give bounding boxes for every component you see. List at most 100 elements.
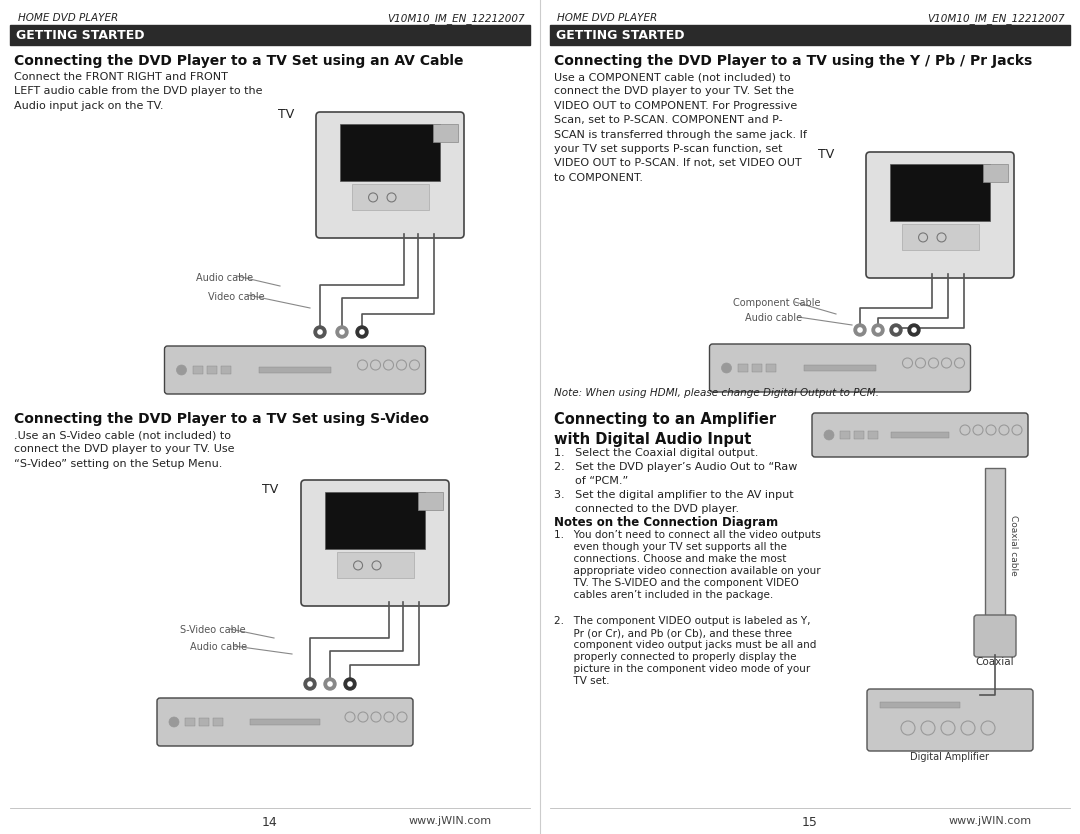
Text: Audio cable: Audio cable [195,273,253,283]
Text: connected to the DVD player.: connected to the DVD player. [554,504,739,514]
Bar [206,366,216,374]
Bar [325,492,426,549]
FancyBboxPatch shape [866,152,1014,278]
Text: properly connected to properly display the: properly connected to properly display t… [554,652,797,662]
Text: Connecting the DVD Player to a TV Set using an AV Cable: Connecting the DVD Player to a TV Set us… [14,54,463,68]
Text: Use a COMPONENT cable (not included) to
connect the DVD player to your TV. Set t: Use a COMPONENT cable (not included) to … [554,72,807,183]
Text: Connect the FRONT RIGHT and FRONT
LEFT audio cable from the DVD player to the
Au: Connect the FRONT RIGHT and FRONT LEFT a… [14,72,262,111]
Circle shape [908,324,920,336]
Bar [902,224,978,250]
Circle shape [890,324,902,336]
Text: V10M10_IM_EN_12212007: V10M10_IM_EN_12212007 [388,13,525,24]
Text: Video cable: Video cable [208,292,265,302]
Circle shape [872,324,885,336]
Text: GETTING STARTED: GETTING STARTED [16,28,145,42]
Bar [418,492,443,510]
Bar [337,552,414,579]
Text: appropriate video connection available on your: appropriate video connection available o… [554,566,821,576]
Text: S-Video cable: S-Video cable [180,625,245,635]
Text: Connecting to an Amplifier
with Digital Audio Input: Connecting to an Amplifier with Digital … [554,412,777,447]
Bar [752,364,761,372]
Bar [891,432,949,438]
Bar [192,366,203,374]
Text: TV: TV [262,483,279,496]
Text: of “PCM.”: of “PCM.” [554,476,629,486]
Circle shape [324,678,336,690]
Bar [985,468,1005,616]
Circle shape [894,328,899,332]
Bar [259,367,330,373]
Bar [249,719,320,725]
Text: Digital Amplifier: Digital Amplifier [910,752,989,762]
Bar [880,702,960,708]
Text: Component Cable: Component Cable [733,298,821,308]
Bar [213,718,222,726]
Text: V10M10_IM_EN_12212007: V10M10_IM_EN_12212007 [928,13,1065,24]
Bar [840,431,850,439]
Bar [766,364,775,372]
Bar [10,25,530,45]
Circle shape [303,678,316,690]
Circle shape [824,430,834,440]
Text: TV: TV [278,108,294,121]
Bar [983,164,1008,182]
Bar [339,124,441,181]
Circle shape [308,682,312,686]
Circle shape [912,328,916,332]
Circle shape [360,330,364,334]
FancyBboxPatch shape [974,615,1016,657]
Text: GETTING STARTED: GETTING STARTED [556,28,685,42]
Circle shape [328,682,333,686]
Text: 2.   Set the DVD player’s Audio Out to “Raw: 2. Set the DVD player’s Audio Out to “Ra… [554,462,797,472]
Text: cables aren’t included in the package.: cables aren’t included in the package. [554,590,773,600]
Circle shape [176,365,187,375]
Bar [738,364,747,372]
Text: Audio cable: Audio cable [190,642,247,652]
Circle shape [876,328,880,332]
Text: 15: 15 [802,816,818,829]
Bar [550,25,1070,45]
Text: Connecting the DVD Player to a TV using the Y / Pb / Pr Jacks: Connecting the DVD Player to a TV using … [554,54,1032,68]
Text: 2.   The component VIDEO output is labeled as Y,: 2. The component VIDEO output is labeled… [554,616,810,626]
Text: 1.   Select the Coaxial digital output.: 1. Select the Coaxial digital output. [554,448,758,458]
Circle shape [721,363,731,373]
Bar [351,184,429,210]
Text: picture in the component video mode of your: picture in the component video mode of y… [554,664,810,674]
Text: .Use an S-Video cable (not included) to
connect the DVD player to your TV. Use
“: .Use an S-Video cable (not included) to … [14,430,234,469]
FancyBboxPatch shape [164,346,426,394]
Bar [890,164,990,221]
Circle shape [340,330,345,334]
Circle shape [854,324,866,336]
Text: Notes on the Connection Diagram: Notes on the Connection Diagram [554,516,778,529]
Bar [868,431,878,439]
Circle shape [858,328,862,332]
Text: even though your TV set supports all the: even though your TV set supports all the [554,542,787,552]
Circle shape [168,717,179,727]
Text: 14: 14 [262,816,278,829]
Circle shape [314,326,326,338]
Circle shape [345,678,356,690]
Bar [199,718,210,726]
Circle shape [336,326,348,338]
Circle shape [348,682,352,686]
Text: www.jWIN.com: www.jWIN.com [948,816,1031,826]
Text: Connecting the DVD Player to a TV Set using S-Video: Connecting the DVD Player to a TV Set us… [14,412,429,426]
Text: Coaxial cable: Coaxial cable [1009,515,1018,575]
Bar [220,366,230,374]
FancyBboxPatch shape [316,112,464,238]
FancyBboxPatch shape [301,480,449,606]
Text: Note: When using HDMI, please change Digital Output to PCM.: Note: When using HDMI, please change Dig… [554,388,879,398]
Circle shape [356,326,368,338]
Text: HOME DVD PLAYER: HOME DVD PLAYER [557,13,658,23]
Bar [433,124,458,142]
FancyBboxPatch shape [710,344,971,392]
Text: TV: TV [818,148,834,161]
Text: www.jWIN.com: www.jWIN.com [408,816,491,826]
Text: TV set.: TV set. [554,676,609,686]
Bar [805,365,876,371]
Text: connections. Choose and make the most: connections. Choose and make the most [554,554,786,564]
Text: 3.   Set the digital amplifier to the AV input: 3. Set the digital amplifier to the AV i… [554,490,794,500]
Text: Audio cable: Audio cable [745,313,802,323]
Text: Coaxial: Coaxial [975,657,1014,667]
Text: Pr (or Cr), and Pb (or Cb), and these three: Pr (or Cr), and Pb (or Cb), and these th… [554,628,792,638]
